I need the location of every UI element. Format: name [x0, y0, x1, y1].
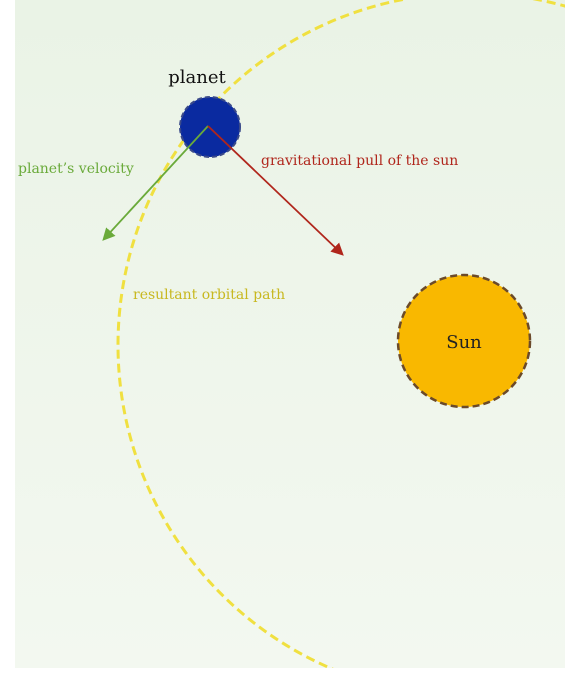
velocity-label: planet’s velocity	[18, 161, 134, 177]
sun-label: Sun	[446, 332, 482, 353]
planet-label: planet	[168, 67, 226, 88]
orbit-label: resultant orbital path	[133, 287, 285, 303]
diagram: planet planet’s velocity gravitational p…	[0, 0, 565, 696]
page: planet planet’s velocity gravitational p…	[0, 0, 565, 696]
gravity-label: gravitational pull of the sun	[261, 153, 458, 169]
